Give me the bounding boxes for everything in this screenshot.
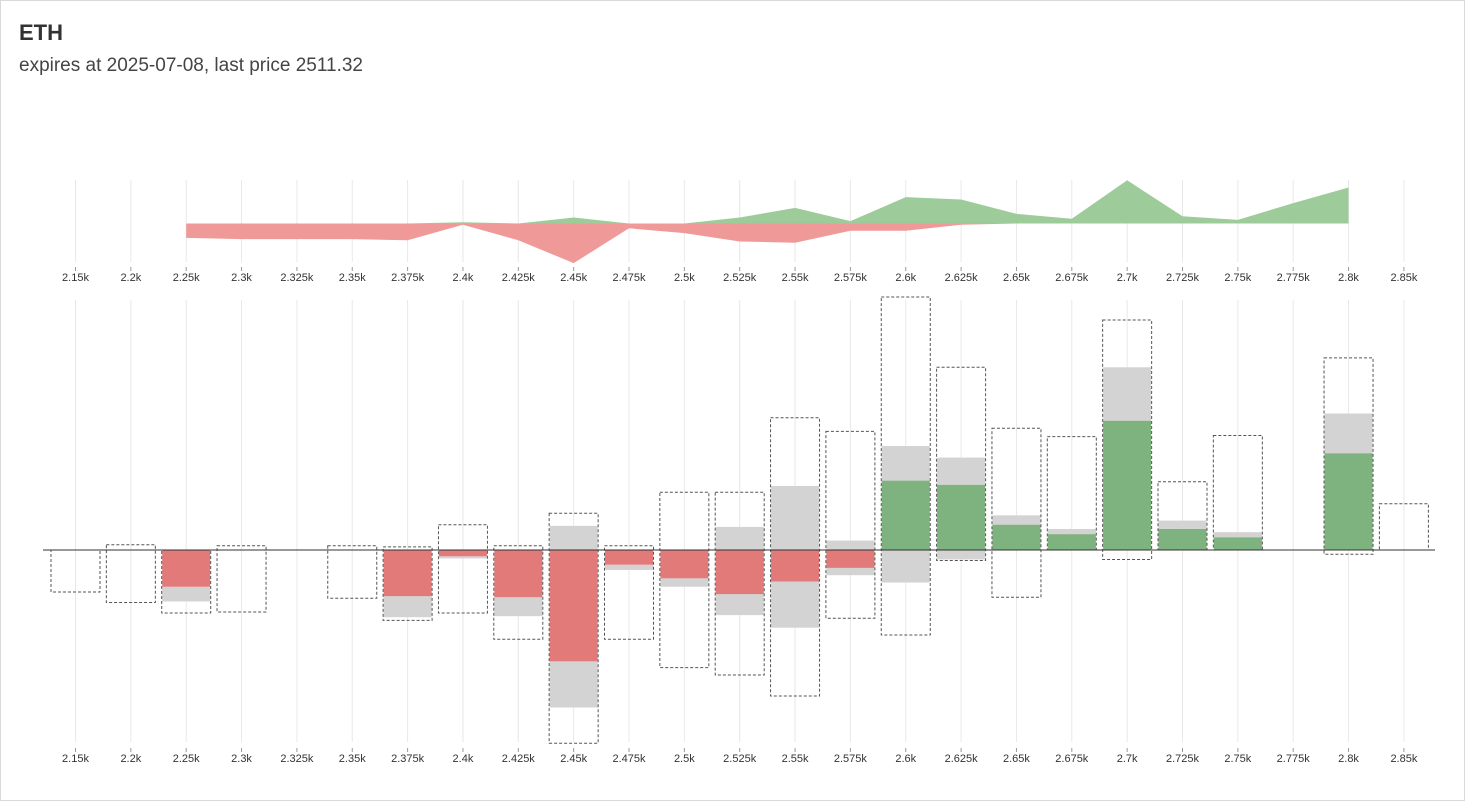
bottom-axis-tick-label: 2.45k bbox=[560, 753, 587, 765]
put-bar bbox=[494, 550, 542, 597]
top-axis-tick-label: 2.325k bbox=[280, 272, 314, 284]
top-axis-tick-label: 2.4k bbox=[453, 272, 474, 284]
bottom-axis-tick-label: 2.3k bbox=[231, 753, 252, 765]
top-axis-tick-label: 2.8k bbox=[1338, 272, 1359, 284]
put-bar bbox=[605, 550, 653, 565]
bottom-axis-tick-label: 2.2k bbox=[120, 753, 141, 765]
bottom-axis-tick-label: 2.625k bbox=[945, 753, 979, 765]
top-axis-tick-label: 2.675k bbox=[1055, 272, 1089, 284]
bar-chart bbox=[43, 297, 1435, 743]
top-axis-tick-label: 2.55k bbox=[782, 272, 809, 284]
call-bar bbox=[1214, 537, 1262, 550]
call-bar bbox=[937, 485, 985, 550]
bottom-axis-tick-label: 2.525k bbox=[723, 753, 757, 765]
bottom-axis-tick-label: 2.5k bbox=[674, 753, 695, 765]
bottom-axis-tick-label: 2.7k bbox=[1117, 753, 1138, 765]
bottom-axis-tick-label: 2.35k bbox=[339, 753, 366, 765]
top-axis-tick-label: 2.45k bbox=[560, 272, 587, 284]
put-bar bbox=[162, 550, 210, 587]
neutral-bar bbox=[384, 596, 432, 617]
top-axis-tick-label: 2.775k bbox=[1277, 272, 1311, 284]
bottom-axis-tick-label: 2.675k bbox=[1055, 753, 1089, 765]
top-axis-tick-label: 2.85k bbox=[1390, 272, 1417, 284]
call-bar bbox=[1048, 534, 1096, 550]
grid-lines bbox=[76, 180, 1404, 742]
top-axis-tick-label: 2.2k bbox=[120, 272, 141, 284]
top-axis-tick-label: 2.625k bbox=[945, 272, 979, 284]
bottom-axis-tick-label: 2.6k bbox=[895, 753, 916, 765]
top-axis-tick-label: 2.375k bbox=[391, 272, 425, 284]
top-axis-tick-label: 2.75k bbox=[1224, 272, 1251, 284]
put-bar bbox=[826, 550, 874, 568]
neutral-bar bbox=[605, 565, 653, 570]
bottom-axis-tick-label: 2.475k bbox=[612, 753, 646, 765]
call-area bbox=[186, 180, 1348, 223]
top-axis-tick-label: 2.25k bbox=[173, 272, 200, 284]
put-bar bbox=[550, 550, 598, 661]
strike-bar bbox=[383, 547, 432, 621]
bottom-axis-tick-label: 2.775k bbox=[1277, 753, 1311, 765]
bottom-axis-tick-label: 2.425k bbox=[502, 753, 536, 765]
top-axis-tick-label: 2.725k bbox=[1166, 272, 1200, 284]
top-axis-tick-label: 2.575k bbox=[834, 272, 868, 284]
top-axis-tick-label: 2.6k bbox=[895, 272, 916, 284]
put-bar bbox=[660, 550, 708, 578]
bottom-axis-tick-label: 2.75k bbox=[1224, 753, 1251, 765]
bottom-axis-tick-label: 2.325k bbox=[280, 753, 314, 765]
call-bar bbox=[1159, 529, 1207, 550]
bottom-x-axis: 2.15k 2.2k 2.25k 2.3k 2.325k 2.35k 2.375k 2.4k 2… bbox=[62, 748, 1418, 765]
neutral-bar bbox=[660, 578, 708, 586]
put-area bbox=[186, 224, 1348, 264]
neutral-bar bbox=[439, 556, 487, 558]
put-bar bbox=[771, 550, 819, 582]
top-axis-tick-label: 2.3k bbox=[231, 272, 252, 284]
top-axis-tick-label: 2.5k bbox=[674, 272, 695, 284]
call-bar bbox=[992, 525, 1040, 550]
bottom-axis-tick-label: 2.25k bbox=[173, 753, 200, 765]
put-bar bbox=[716, 550, 764, 594]
call-bar bbox=[1325, 453, 1373, 550]
area-chart bbox=[186, 180, 1348, 263]
bottom-axis-tick-label: 2.15k bbox=[62, 753, 89, 765]
bottom-axis-tick-label: 2.725k bbox=[1166, 753, 1200, 765]
top-x-axis: 2.15k 2.2k 2.25k 2.3k 2.325k 2.35k 2.375k 2.4k 2… bbox=[62, 267, 1418, 284]
put-bar bbox=[439, 550, 487, 556]
neutral-bar bbox=[494, 597, 542, 616]
bottom-axis-tick-label: 2.575k bbox=[834, 753, 868, 765]
bottom-axis-tick-label: 2.85k bbox=[1390, 753, 1417, 765]
top-axis-tick-label: 2.425k bbox=[502, 272, 536, 284]
call-bar bbox=[1103, 421, 1151, 550]
bottom-axis-tick-label: 2.65k bbox=[1003, 753, 1030, 765]
top-axis-tick-label: 2.35k bbox=[339, 272, 366, 284]
bottom-axis-tick-label: 2.55k bbox=[782, 753, 809, 765]
bottom-axis-tick-label: 2.8k bbox=[1338, 753, 1359, 765]
top-axis-tick-label: 2.65k bbox=[1003, 272, 1030, 284]
neutral-bar bbox=[162, 587, 210, 602]
top-axis-tick-label: 2.15k bbox=[62, 272, 89, 284]
top-axis-tick-label: 2.525k bbox=[723, 272, 757, 284]
top-axis-tick-label: 2.7k bbox=[1117, 272, 1138, 284]
put-bar bbox=[384, 550, 432, 596]
top-axis-tick-label: 2.475k bbox=[612, 272, 646, 284]
bottom-axis-tick-label: 2.4k bbox=[453, 753, 474, 765]
bottom-axis-tick-label: 2.375k bbox=[391, 753, 425, 765]
call-bar bbox=[882, 481, 930, 550]
